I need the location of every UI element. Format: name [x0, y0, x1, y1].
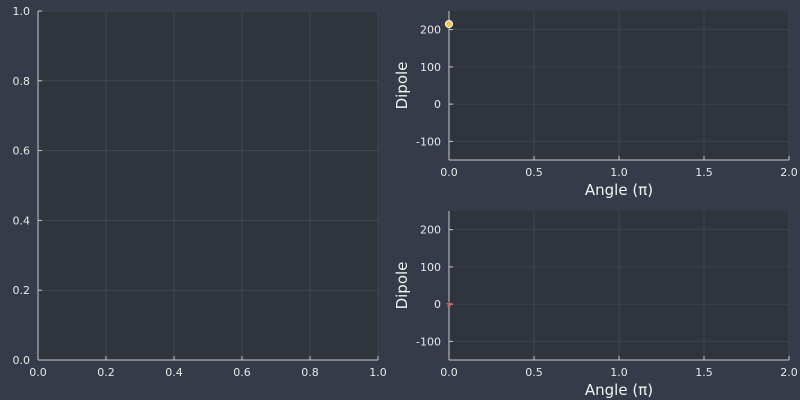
bottom-right-x-tick-label: 0.5 — [525, 366, 543, 379]
top-right-x-tick-label: 2.0 — [780, 166, 798, 179]
bottom-right-y-tick-label: -100 — [416, 335, 441, 348]
left-x-tick-label: 0.8 — [301, 366, 319, 379]
bottom-right-x-tick-label: 0.0 — [440, 366, 458, 379]
top-right-x-tick-label: 1.0 — [610, 166, 628, 179]
top-right-x-axis-label: Angle (π) — [585, 181, 653, 199]
left-plot-area — [38, 11, 378, 360]
bottom-right-y-tick-label: 0 — [434, 298, 441, 311]
top-right-y-tick-label: -100 — [416, 135, 441, 148]
bottom-right-x-tick-label: 1.5 — [695, 366, 713, 379]
left-x-tick-label: 0.2 — [97, 366, 115, 379]
left-y-tick-label: 0.4 — [13, 214, 31, 227]
left-x-tick-label: 0.4 — [165, 366, 183, 379]
left-x-tick-label: 0.0 — [29, 366, 47, 379]
plot-left-panel: 0.0 0.2 0.4 0.6 0.8 1.0 0.0 0.2 0.4 0.6 0.8 1.0 — [13, 5, 387, 379]
left-y-tick-label: 1.0 — [13, 5, 31, 18]
left-x-tick-label: 0.6 — [233, 366, 251, 379]
top-right-y-tick-label: 0 — [434, 98, 441, 111]
left-y-tick-label: 0.8 — [13, 75, 31, 88]
top-right-x-tick-label: 0.5 — [525, 166, 543, 179]
left-y-tick-label: 0.6 — [13, 145, 31, 158]
bottom-right-y-tick-label: 100 — [420, 261, 441, 274]
top-right-y-tick-label: 200 — [420, 24, 441, 37]
bottom-right-x-tick-label: 2.0 — [780, 366, 798, 379]
plot-top-right-panel: 0.0 0.5 1.0 1.5 2.0 -100 0 100 200 Angle (π) Dipol… — [393, 11, 798, 199]
bottom-right-y-axis-label: Dipole — [393, 262, 411, 310]
top-right-y-tick-label: 100 — [420, 61, 441, 74]
bottom-right-x-axis-label: Angle (π) — [585, 381, 653, 399]
top-right-x-tick-label: 1.5 — [695, 166, 713, 179]
bottom-right-data-point — [445, 300, 453, 307]
plot-bottom-right-panel: 0.0 0.5 1.0 1.5 2.0 -100 0 100 200 Angle (π) Dipol… — [393, 211, 798, 399]
left-x-tick-label: 1.0 — [369, 366, 387, 379]
bottom-right-x-tick-label: 1.0 — [610, 366, 628, 379]
top-right-data-point — [444, 19, 454, 29]
top-right-x-tick-label: 0.0 — [440, 166, 458, 179]
bottom-right-y-tick-label: 200 — [420, 224, 441, 237]
top-right-y-axis-label: Dipole — [393, 62, 411, 110]
left-y-tick-label: 0.0 — [13, 354, 31, 367]
left-y-tick-label: 0.2 — [13, 284, 31, 297]
